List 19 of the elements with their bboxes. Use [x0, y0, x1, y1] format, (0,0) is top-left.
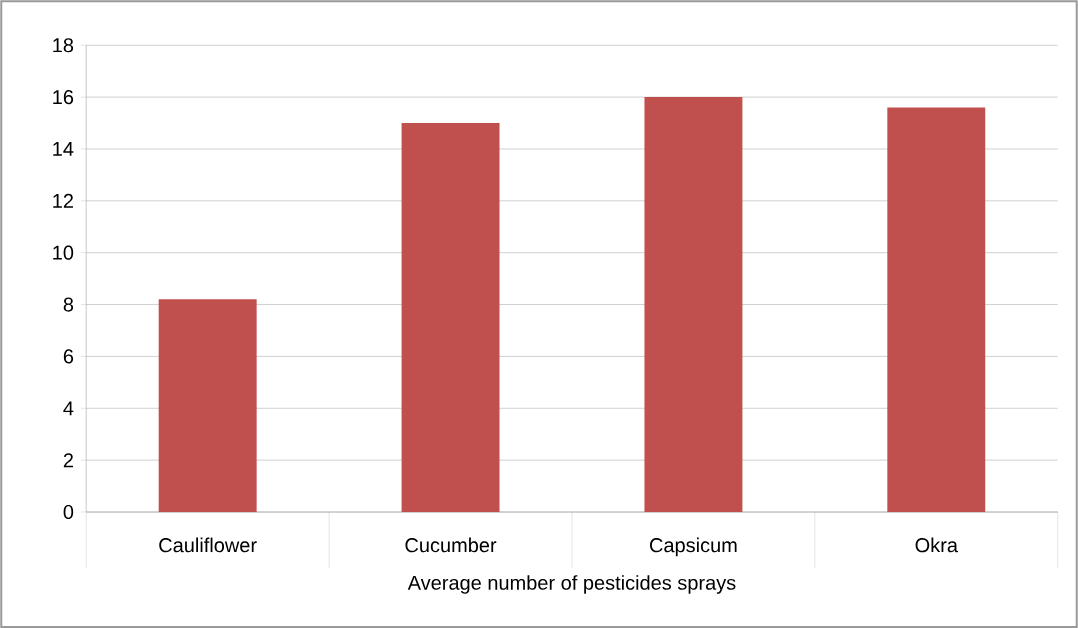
y-tick-label: 8	[63, 297, 74, 312]
y-tick-label: 2	[63, 453, 73, 468]
y-tick-label: 12	[53, 193, 73, 208]
bar	[158, 299, 257, 512]
bar	[644, 97, 743, 512]
y-tick-label: 6	[63, 349, 74, 364]
y-tick-label: 10	[53, 245, 74, 260]
x-tick-label: Cauliflower	[159, 537, 257, 553]
y-tick-label: 16	[53, 89, 74, 105]
y-tick-label: 4	[63, 401, 74, 416]
x-tick-label: Capsicum	[650, 537, 737, 557]
x-tick-label: Okra	[915, 537, 958, 553]
y-tick-label: 18	[53, 38, 74, 53]
y-tick-label: 0	[63, 504, 74, 519]
bar	[887, 107, 986, 512]
x-tick-label: Cucumber	[405, 537, 497, 553]
x-axis-title: Average number of pesticides sprays	[407, 575, 736, 594]
y-tick-label: 14	[53, 141, 74, 156]
bar	[401, 122, 500, 512]
